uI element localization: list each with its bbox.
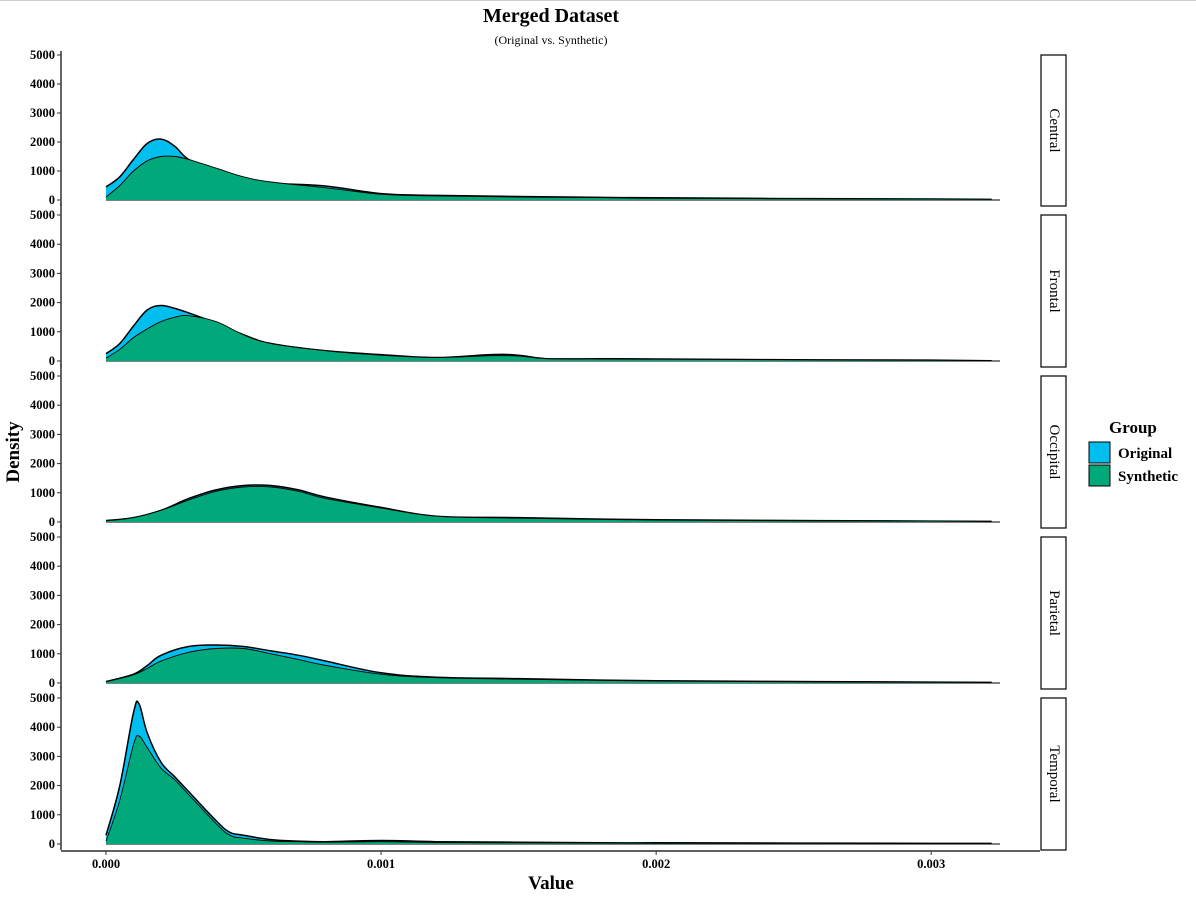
density-area-synthetic-parietal [106,647,992,683]
y-tick-label: 1000 [30,486,55,500]
strip-box [1040,214,1067,368]
y-tick-label: 3000 [30,749,55,763]
y-tick-label: 2000 [30,779,55,793]
y-tick-label: 3000 [30,588,55,602]
y-tick-label: 1000 [30,808,55,822]
strip-label: Temporal [1046,745,1062,802]
strip-box [1040,54,1067,207]
strip-label: Central [1046,108,1062,152]
strip-box [1040,697,1067,851]
strip-label: Frontal [1046,269,1062,312]
density-area-synthetic-frontal [106,315,992,361]
density-line-synthetic-occipital [105,485,992,523]
strip-box [1040,375,1067,529]
y-tick-label: 0 [49,676,55,690]
y-tick-label: 3000 [30,266,55,280]
y-tick-label: 5000 [30,369,55,383]
strip-box [1040,536,1067,690]
density-line-synthetic-central [105,155,992,200]
legend-label-synthetic: Synthetic [1118,469,1178,485]
strip-temporal: Temporal [1040,697,1067,851]
y-tick-label: 5000 [30,208,55,222]
panel-temporal: 0 1000 2000 3000 4000 5000 Temporal [30,686,1067,851]
legend-key-original [1088,441,1111,464]
facet-panels: 0 1000 2000 3000 4000 5000 Central 0 1000 2000 300… [30,48,1067,851]
panel-central: 0 1000 2000 3000 4000 5000 Central [30,48,1067,207]
y-tick-label: 4000 [30,720,55,734]
x-tick-label: 0.001 [367,857,395,871]
panel-occipital: 0 1000 2000 3000 4000 5000 Occipital [30,364,1067,529]
y-axis-title: Density [3,421,24,483]
density-line-synthetic-parietal [105,647,992,684]
y-tick-label: 2000 [30,618,55,632]
y-tick-label: 0 [49,193,55,207]
legend-label-original: Original [1118,446,1172,462]
y-tick-label: 4000 [30,559,55,573]
density-line-synthetic-frontal [105,315,992,362]
strip-occipital: Occipital [1040,375,1067,529]
x-axis-title: Value [528,873,574,894]
density-area-synthetic-occipital [106,486,992,522]
y-tick-label: 3000 [30,427,55,441]
y-tick-label: 4000 [30,398,55,412]
y-tick-label: 1000 [30,164,55,178]
panel-parietal: 0 1000 2000 3000 4000 5000 Parietal [30,525,1067,690]
y-tick-label: 2000 [30,135,55,149]
density-line-original-temporal [105,700,992,845]
y-tick-label: 1000 [30,325,55,339]
y-tick-label: 1000 [30,647,55,661]
density-line-synthetic-temporal [105,735,992,845]
y-tick-label: 5000 [30,691,55,705]
strip-label: Parietal [1046,590,1062,636]
strip-label: Occipital [1046,425,1062,480]
chart-subtitle: (Original vs. Synthetic) [495,33,608,47]
legend-title: Group [1109,418,1157,437]
legend-key-synthetic [1088,464,1111,487]
x-tick-label: 0.003 [917,857,945,871]
y-tick-label: 0 [49,515,55,529]
panel-frontal: 0 1000 2000 3000 4000 5000 Frontal [30,203,1067,368]
x-tick-label: 0.000 [92,857,120,871]
y-tick-label: 2000 [30,457,55,471]
y-tick-label: 0 [49,837,55,851]
x-axis: 0.000 0.001 0.002 0.003 [61,850,1040,871]
y-tick-label: 5000 [30,530,55,544]
density-area-original-temporal [106,701,992,844]
y-tick-label: 4000 [30,237,55,251]
y-tick-label: 0 [49,354,55,368]
strip-parietal: Parietal [1040,536,1067,690]
y-tick-label: 2000 [30,296,55,310]
density-area-synthetic-temporal [106,735,992,844]
y-tick-label: 4000 [30,77,55,91]
density-area-synthetic-central [106,156,992,200]
strip-frontal: Frontal [1040,214,1067,368]
legend: Group Original Synthetic [1088,418,1178,487]
strip-central: Central [1040,54,1067,207]
chart-title: Merged Dataset [483,5,619,27]
y-tick-label: 3000 [30,106,55,120]
x-tick-label: 0.002 [642,857,670,871]
y-tick-label: 5000 [30,48,55,62]
